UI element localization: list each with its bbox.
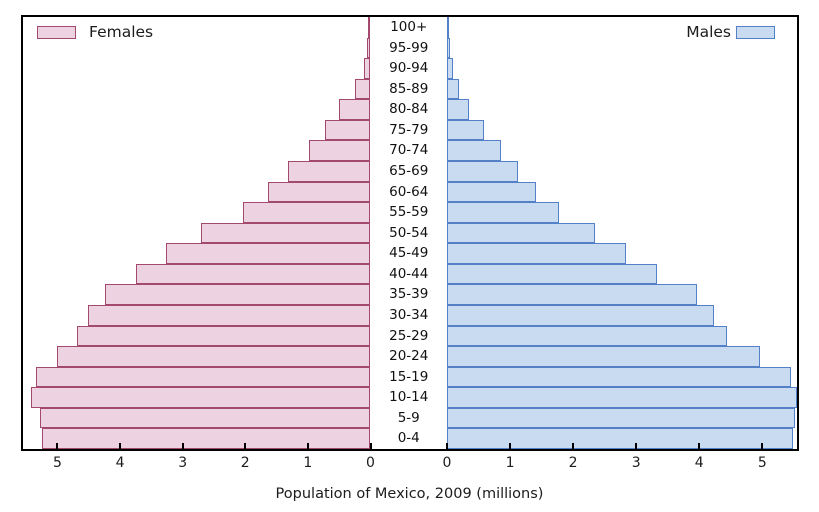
males-bar-45-49: [447, 243, 627, 264]
x-axis-tick-label-left-2: 2: [240, 455, 250, 471]
males-bar-80-84: [447, 99, 470, 120]
plot-frame: [21, 15, 799, 451]
females-bar-75-79: [325, 119, 371, 141]
males-bar-25-29: [447, 325, 727, 347]
females-bar-85-89: [355, 78, 371, 100]
x-axis-tick-label-left-3: 3: [178, 455, 188, 471]
age-group-label-65-69: 65-69: [389, 163, 429, 179]
females-bar-10-14: [30, 387, 371, 408]
females-bar-20-24: [56, 346, 371, 367]
males-bar-100+: [447, 17, 450, 38]
males-bar-40-44: [447, 263, 657, 285]
females-legend-label: Females: [89, 23, 154, 41]
females-bar-65-69: [288, 161, 371, 182]
males-bar-55-59: [447, 202, 560, 223]
x-axis-title: Population of Mexico, 2009 (millions): [275, 486, 544, 502]
x-axis-tick-right-0: [446, 443, 448, 449]
females-bar-35-39: [105, 284, 371, 305]
x-axis-tick-label-right-0: 0: [442, 455, 452, 471]
males-bar-15-19: [447, 366, 791, 388]
age-group-label-15-19: 15-19: [389, 368, 429, 385]
age-group-label-85-89: 85-89: [389, 80, 429, 97]
x-axis-tick-right-3: [635, 443, 638, 449]
females-bar-90-94: [363, 58, 371, 79]
males-bar-60-64: [447, 181, 536, 203]
age-group-label-90-94: 90-94: [389, 60, 429, 77]
x-axis-tick-label-right-5: 5: [757, 455, 767, 471]
x-axis-tick-label-left-5: 5: [52, 455, 62, 471]
females-legend-swatch-icon: [37, 25, 76, 39]
females-bar-50-54: [201, 222, 371, 244]
females-bar-25-29: [76, 325, 371, 347]
x-axis-tick-label-left-4: 4: [115, 455, 125, 471]
x-axis-tick-label-right-4: 4: [694, 455, 704, 471]
legend-males: Males: [686, 23, 775, 41]
legend-females: Females: [37, 23, 153, 41]
females-bar-70-74: [309, 140, 371, 161]
females-bar-5-9: [39, 407, 371, 429]
age-group-label-20-24: 20-24: [389, 348, 429, 365]
x-axis-tick-label-left-1: 1: [303, 455, 313, 471]
males-bar-10-14: [447, 387, 797, 408]
x-axis-tick-right-5: [761, 443, 764, 449]
age-group-label-45-49: 45-49: [389, 245, 429, 262]
males-bar-70-74: [447, 140, 501, 161]
x-axis-tick-left-1: [306, 443, 309, 449]
x-axis-tick-label-right-3: 3: [631, 455, 641, 471]
age-group-label-95-99: 95-99: [389, 39, 429, 56]
age-group-label-100+: 100+: [390, 19, 428, 35]
males-bar-50-54: [447, 222, 595, 244]
males-bar-90-94: [447, 58, 453, 79]
males-bar-30-34: [447, 305, 714, 326]
age-group-label-0-4: 0-4: [397, 430, 420, 447]
males-bar-0-4: [447, 428, 793, 449]
x-axis-tick-left-2: [244, 443, 247, 449]
males-legend-label: Males: [686, 23, 731, 41]
age-group-label-70-74: 70-74: [389, 142, 429, 159]
x-axis-tick-right-4: [698, 443, 701, 449]
age-group-label-35-39: 35-39: [389, 286, 429, 303]
age-group-label-55-59: 55-59: [389, 204, 429, 221]
females-bar-95-99: [367, 37, 371, 59]
x-axis-tick-left-3: [181, 443, 184, 449]
males-bar-75-79: [447, 119, 484, 141]
age-group-label-30-34: 30-34: [389, 307, 429, 323]
age-group-label-75-79: 75-79: [389, 121, 429, 138]
females-bar-45-49: [166, 243, 371, 264]
x-axis-tick-left-5: [56, 443, 59, 449]
age-group-label-25-29: 25-29: [389, 327, 429, 344]
age-group-label-80-84: 80-84: [389, 101, 429, 118]
x-axis-tick-label-right-2: 2: [568, 455, 578, 471]
age-group-label-10-14: 10-14: [389, 389, 429, 406]
males-bar-85-89: [447, 78, 459, 100]
x-axis-tick-label-left-0: 0: [366, 455, 375, 471]
age-group-label-5-9: 5-9: [397, 409, 420, 426]
x-axis-tick-label-right-1: 1: [505, 455, 515, 471]
females-bar-0-4: [42, 428, 371, 449]
males-bar-65-69: [447, 161, 519, 182]
females-bar-30-34: [88, 305, 371, 326]
females-bar-15-19: [36, 366, 371, 388]
x-axis-tick-left-4: [119, 443, 122, 449]
males-bar-5-9: [447, 407, 796, 429]
females-bar-40-44: [135, 263, 371, 285]
females-bar-60-64: [268, 181, 371, 203]
males-legend-swatch-icon: [736, 25, 775, 39]
females-bar-80-84: [339, 99, 371, 120]
x-axis-tick-right-1: [509, 443, 512, 449]
males-bar-35-39: [447, 284, 697, 305]
x-axis-tick-left-0: [369, 443, 372, 449]
age-group-label-40-44: 40-44: [389, 265, 429, 282]
x-axis-tick-right-2: [572, 443, 575, 449]
males-bar-20-24: [447, 346, 760, 367]
males-bar-95-99: [447, 37, 450, 59]
females-bar-55-59: [243, 202, 371, 223]
age-group-label-50-54: 50-54: [389, 224, 429, 241]
females-bar-100+: [368, 17, 371, 38]
age-group-label-60-64: 60-64: [389, 183, 429, 200]
